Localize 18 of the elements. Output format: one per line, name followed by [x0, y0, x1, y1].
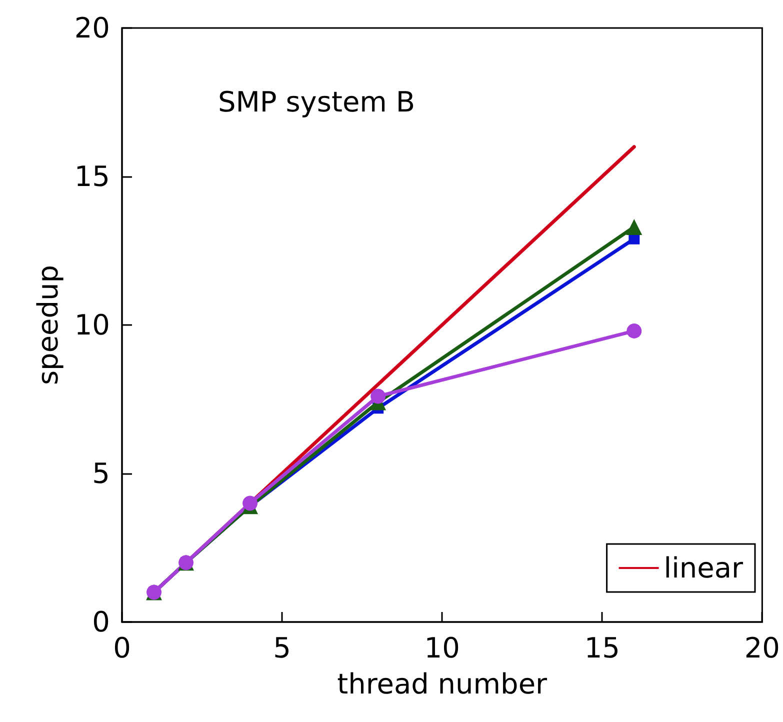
x-axis-title: thread number [337, 668, 548, 700]
y-tick-label: 15 [74, 160, 110, 193]
y-tick-label: 20 [74, 12, 110, 44]
point [370, 388, 386, 404]
y-tick-label: 5 [92, 457, 110, 490]
y-tick-label: 10 [74, 308, 110, 342]
point [242, 496, 258, 511]
point [626, 218, 642, 235]
point [626, 323, 642, 338]
x-tick-label: 20 [744, 632, 780, 664]
x-tick-label: 0 [113, 632, 131, 664]
x-tick-label: 5 [273, 632, 291, 664]
legend-label: linear [664, 552, 744, 584]
x-tick-label: 15 [584, 632, 620, 664]
y-axis-title: speedup [32, 264, 64, 386]
y-tick-label: 0 [92, 606, 110, 638]
annotation: SMP system B [218, 86, 416, 118]
x-tick-label: 10 [424, 632, 460, 664]
